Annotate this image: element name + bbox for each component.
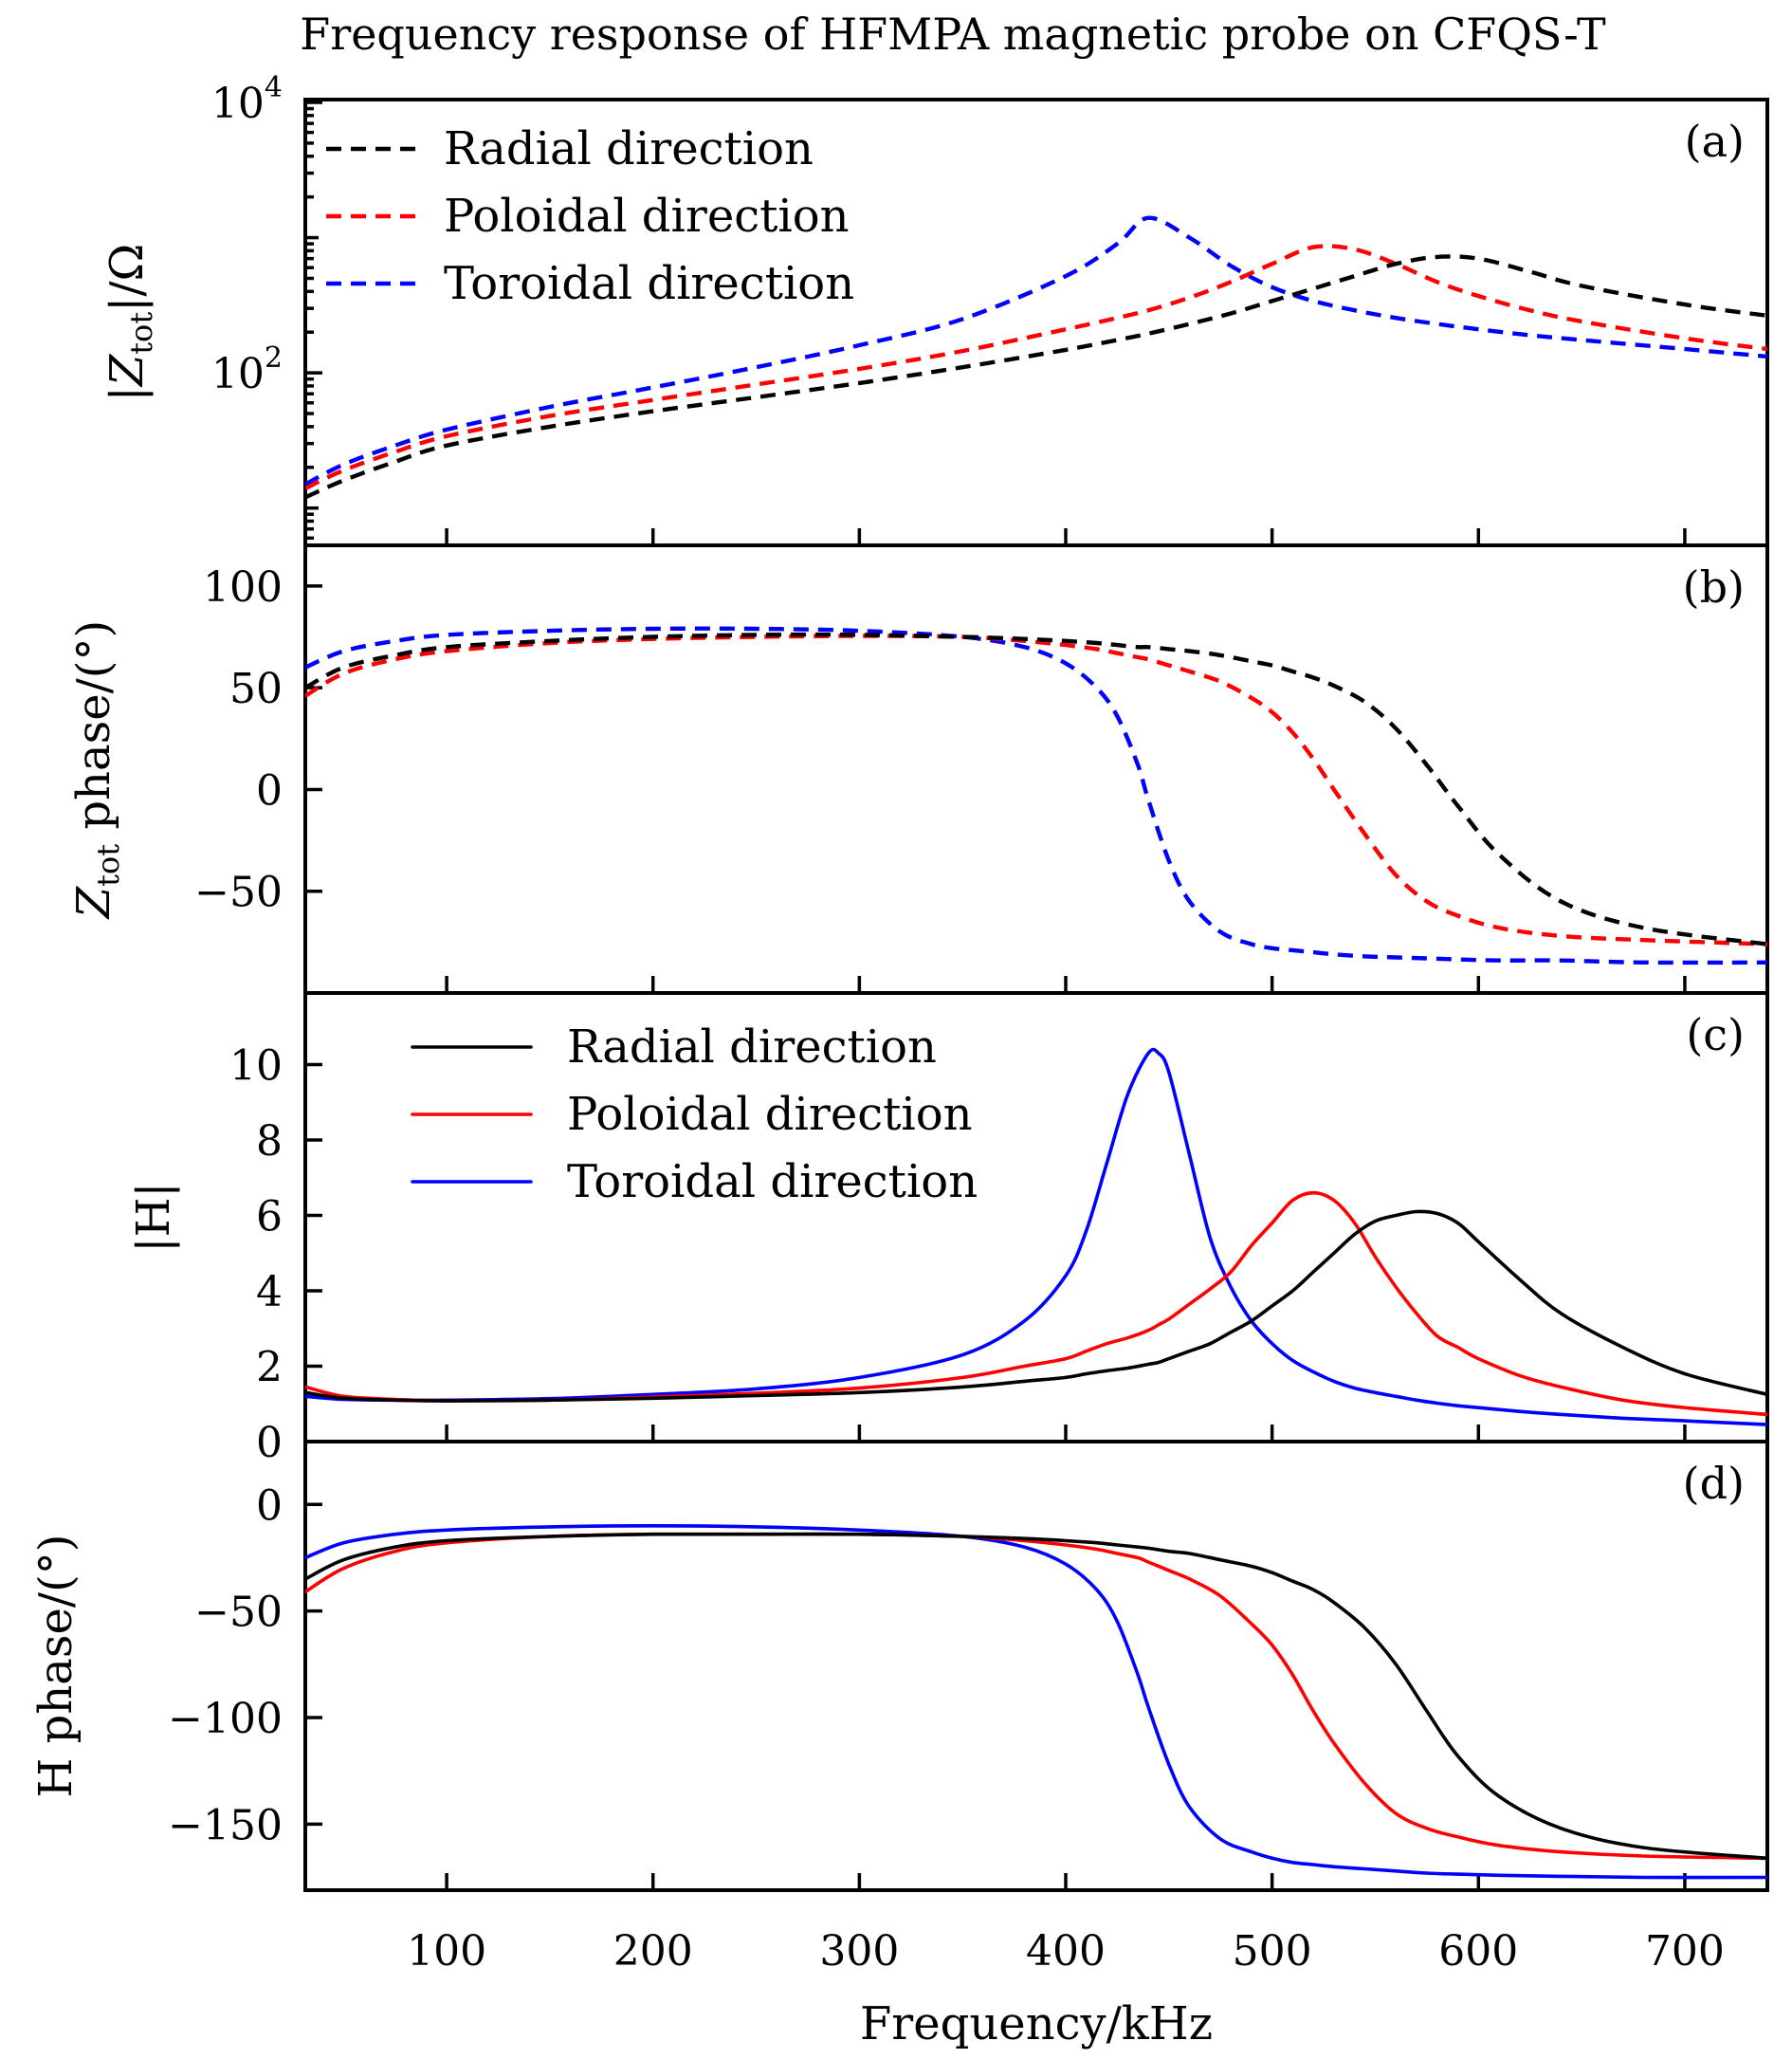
y-axis-label-tail: |/Ω [101,244,154,312]
y-tick-label: 100 [203,563,283,612]
x-axis-label: Frequency/kHz [860,1997,1213,2050]
panel-c: 0 2 4 6 8 10 |H| (c) Radial direction Poloidal di… [127,991,1769,1467]
x-tick-label: 100 [407,1927,486,1976]
y-tick-label: 50 [229,665,283,713]
series-line-radial [305,632,1767,947]
series-line-poloidal [305,244,1767,490]
series-line-toroidal [305,215,1767,487]
x-tick-label: 200 [613,1927,693,1976]
y-axis-label: H phase/(°) [29,1534,82,1797]
series-line-radial [305,1532,1767,1861]
y-axis-label-subscript: tot [90,844,126,887]
y-axis-label: Ztot phase/(°) [67,620,126,921]
y-tick-label: 102 [211,341,283,398]
y-tick-label: 2 [256,1344,283,1392]
y-tick-label: 0 [256,1419,283,1467]
y-axis-label-tail: phase/(°) [67,620,120,844]
chart-title: Frequency response of HFMPA magnetic pro… [300,9,1606,60]
y-tick-label: −100 [168,1695,283,1743]
y-tick-label: 10 [229,1042,283,1091]
y-tick-label-base: 10 [211,80,265,128]
series-line-toroidal [305,1047,1767,1426]
curves [305,1047,1767,1426]
y-tick-label-exponent: 4 [265,71,283,104]
x-tick-label: 300 [819,1927,899,1976]
legend-item: Radial direction [411,1020,937,1074]
panel-tag: (d) [1683,1458,1745,1509]
legend-label: Poloidal direction [567,1088,973,1141]
legend-label: Toroidal direction [567,1155,978,1208]
y-tick-label: 4 [256,1268,283,1316]
series-line-toroidal [305,626,1767,965]
y-tick-label: 104 [211,71,283,128]
series-line-poloidal [305,1532,1767,1861]
y-tick-label: −50 [194,869,283,917]
y-tick-label: −50 [194,1589,283,1637]
x-tick-label: 500 [1233,1927,1312,1976]
legend-item: Toroidal direction [411,1155,978,1208]
panel-b: −50 0 50 100 Ztot phase/(°) (b) [67,543,1769,995]
y-axis-label: |H| [127,1182,180,1252]
y-axis-label-main: Z [67,885,120,920]
legend-label: Poloidal direction [444,190,850,243]
y-tick-label: 0 [256,1481,283,1530]
legend: Radial direction Poloidal direction Toroid… [411,1020,978,1208]
y-tick-label: 6 [256,1193,283,1241]
curves [305,1524,1767,1880]
y-tick-label: −150 [168,1801,283,1849]
y-axis-label-subscript: tot [123,312,159,355]
series-line-radial [305,1209,1767,1403]
x-tick-label: 700 [1645,1927,1725,1976]
y-tick-label: 0 [256,766,283,815]
legend: Radial direction Poloidal direction Toroid… [326,122,854,310]
y-tick-label-exponent: 2 [265,341,283,375]
series-line-toroidal [305,1524,1767,1880]
y-axis-label-main: |Z [101,353,154,401]
plot-frame [303,543,1769,995]
panel-tag: (a) [1685,116,1745,167]
legend-item: Poloidal direction [326,190,850,243]
plot-frame [303,991,1769,1443]
y-tick-label: 8 [256,1117,283,1166]
series-line-poloidal [305,634,1767,947]
curves [305,215,1767,500]
legend-item: Radial direction [326,122,814,175]
panel-d: −150 −100 −50 0 H phase/(°) (d) [29,1440,1769,1892]
legend-item: Poloidal direction [411,1088,973,1141]
legend-item: Toroidal direction [326,257,854,310]
legend-label: Radial direction [444,122,814,175]
legend-label: Toroidal direction [444,257,854,310]
x-tick-label: 400 [1026,1927,1106,1976]
series-line-radial [305,254,1767,500]
legend-label: Radial direction [567,1020,937,1074]
y-tick-label-base: 10 [211,350,265,398]
curves [305,626,1767,965]
panel-tag: (b) [1683,561,1745,613]
plot-frame [303,1440,1769,1892]
x-tick-label: 600 [1438,1927,1518,1976]
y-axis-label: |Ztot|/Ω [101,244,159,402]
panel-tag: (c) [1686,1009,1745,1060]
